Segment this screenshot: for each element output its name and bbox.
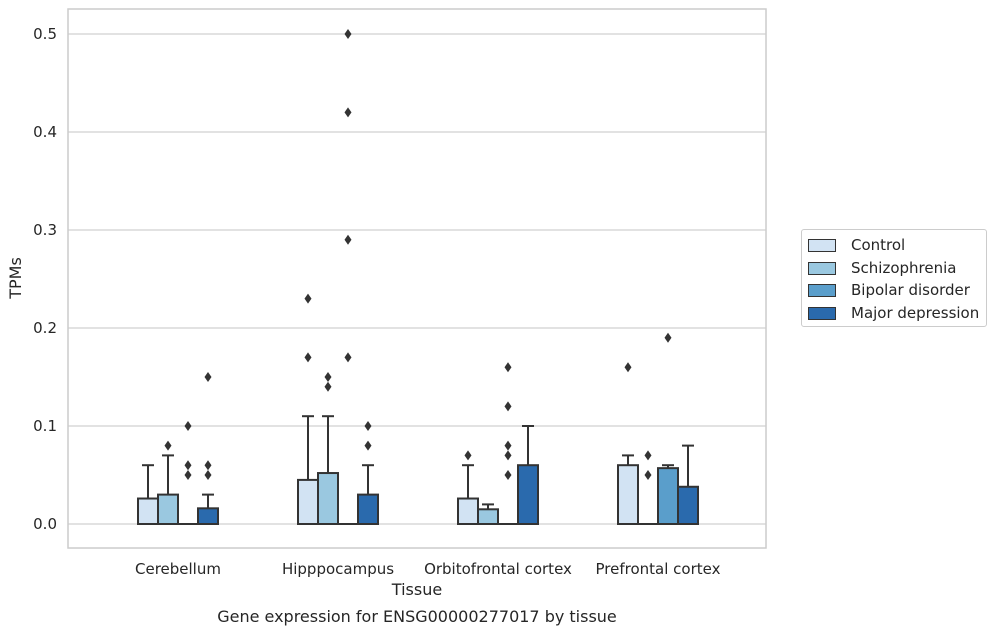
box-body bbox=[517, 464, 539, 526]
y-tick-label: 0.4 bbox=[33, 123, 57, 141]
box-body bbox=[617, 464, 639, 526]
legend-item-control: Control bbox=[808, 235, 905, 255]
outlier-point bbox=[344, 234, 352, 245]
box-body bbox=[677, 485, 699, 526]
box-body bbox=[197, 507, 219, 526]
x-tick-label: Prefrontal cortex bbox=[596, 560, 721, 578]
gridlines bbox=[68, 33, 766, 525]
box-body bbox=[477, 508, 499, 525]
outlier-point bbox=[304, 352, 312, 363]
legend-swatch bbox=[808, 261, 836, 275]
box-body bbox=[457, 497, 479, 525]
outlier-point bbox=[344, 107, 352, 118]
outlier-point bbox=[664, 332, 672, 343]
box-1-1 bbox=[317, 372, 339, 526]
box-body bbox=[297, 478, 319, 525]
box-1-3 bbox=[638, 450, 658, 525]
box-body bbox=[657, 467, 679, 526]
legend-item-schizophrenia: Schizophrenia bbox=[808, 258, 956, 278]
y-tick-label: 0.5 bbox=[33, 25, 57, 43]
x-tick-labels: Cerebellum Hipppocampus Orbitofrontal cort… bbox=[135, 560, 721, 578]
legend-label: Control bbox=[851, 236, 906, 254]
legend-label: Major depression bbox=[851, 304, 980, 322]
box-2-1 bbox=[338, 29, 358, 525]
outlier-point bbox=[504, 440, 512, 451]
outlier-point bbox=[184, 460, 192, 471]
outlier-point bbox=[644, 470, 652, 480]
legend-swatch bbox=[808, 283, 836, 297]
box-body bbox=[317, 472, 339, 526]
box-0-0 bbox=[137, 464, 159, 525]
box-0-2 bbox=[457, 450, 479, 525]
box-0-1 bbox=[297, 293, 319, 525]
outlier-point bbox=[184, 470, 192, 480]
box-0-3 bbox=[617, 362, 639, 526]
box-3-2 bbox=[517, 425, 539, 526]
box-2-2 bbox=[498, 362, 518, 525]
box-1-2 bbox=[477, 503, 499, 525]
box-body bbox=[137, 497, 159, 525]
boxes bbox=[137, 29, 699, 526]
box-1-0 bbox=[157, 440, 179, 526]
outlier-point bbox=[644, 450, 652, 461]
box-3-3 bbox=[677, 444, 699, 526]
box-3-0 bbox=[197, 372, 219, 526]
y-axis-label: TPMs bbox=[6, 257, 25, 300]
outlier-point bbox=[364, 421, 372, 431]
outlier-point bbox=[304, 293, 312, 304]
outlier-point bbox=[324, 372, 332, 382]
outlier-point bbox=[204, 460, 212, 471]
outlier-point bbox=[464, 450, 472, 461]
outlier-point bbox=[184, 421, 192, 431]
chart-title: Gene expression for ENSG00000277017 by t… bbox=[217, 607, 617, 626]
x-tick-label: Hipppocampus bbox=[282, 560, 394, 578]
box-2-3 bbox=[657, 332, 679, 526]
outlier-point bbox=[364, 440, 372, 451]
x-tick-label: Orbitofrontal cortex bbox=[424, 560, 572, 578]
x-axis-label: Tissue bbox=[391, 580, 442, 599]
legend-item-major-depression: Major depression bbox=[808, 303, 979, 323]
y-tick-label: 0.0 bbox=[33, 515, 57, 533]
outlier-point bbox=[504, 362, 512, 373]
legend-item-bipolar-disorder: Bipolar disorder bbox=[808, 280, 970, 300]
outlier-point bbox=[204, 372, 212, 382]
legend: Control Schizophrenia Bipolar disorder M… bbox=[801, 229, 987, 327]
legend-label: Schizophrenia bbox=[851, 259, 957, 277]
outlier-point bbox=[504, 470, 512, 480]
x-tick-label: Cerebellum bbox=[135, 560, 221, 578]
y-tick-label: 0.3 bbox=[33, 221, 57, 239]
outlier-point bbox=[504, 401, 512, 412]
outlier-point bbox=[624, 362, 632, 373]
outlier-point bbox=[344, 352, 352, 363]
y-tick-label: 0.2 bbox=[33, 319, 57, 337]
plot-area bbox=[67, 8, 767, 549]
box-3-1 bbox=[357, 421, 379, 526]
outlier-point bbox=[504, 450, 512, 461]
box-body bbox=[357, 493, 379, 526]
outlier-point bbox=[324, 381, 332, 392]
outlier-point bbox=[204, 470, 212, 480]
box-2-0 bbox=[178, 421, 198, 525]
outlier-point bbox=[164, 440, 172, 451]
legend-swatch bbox=[808, 238, 836, 252]
y-tick-label: 0.1 bbox=[33, 417, 57, 435]
legend-label: Bipolar disorder bbox=[851, 281, 970, 299]
y-tick-labels: 0.0 0.1 0.2 0.3 0.4 0.5 bbox=[33, 25, 57, 533]
legend-swatch bbox=[808, 306, 836, 320]
outlier-point bbox=[344, 29, 352, 39]
box-body bbox=[157, 493, 179, 526]
